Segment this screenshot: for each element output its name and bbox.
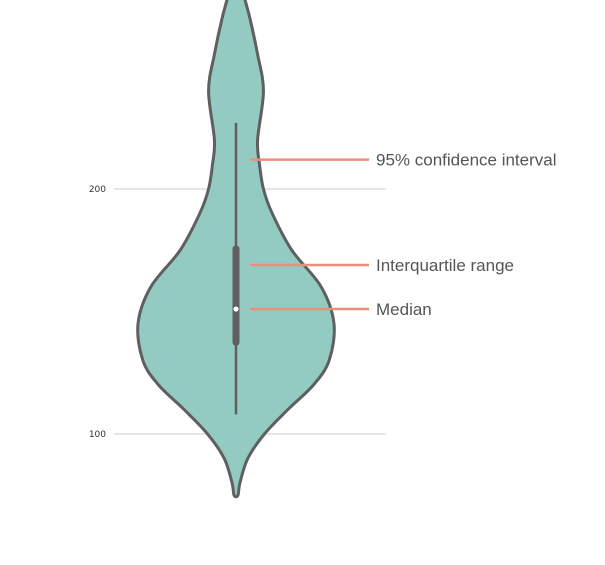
annotation-label: Interquartile range [376, 256, 514, 275]
annotation-label: 95% confidence interval [376, 151, 557, 170]
annotations: 95% confidence interval Interquartile ran… [250, 151, 557, 319]
y-tick-label: 100 [89, 430, 106, 440]
annotation-label: Median [376, 300, 432, 319]
y-tick-labels: 100 200 [89, 185, 106, 440]
interquartile-box [232, 245, 240, 346]
median-dot [233, 306, 239, 312]
y-tick-label: 200 [89, 185, 106, 195]
